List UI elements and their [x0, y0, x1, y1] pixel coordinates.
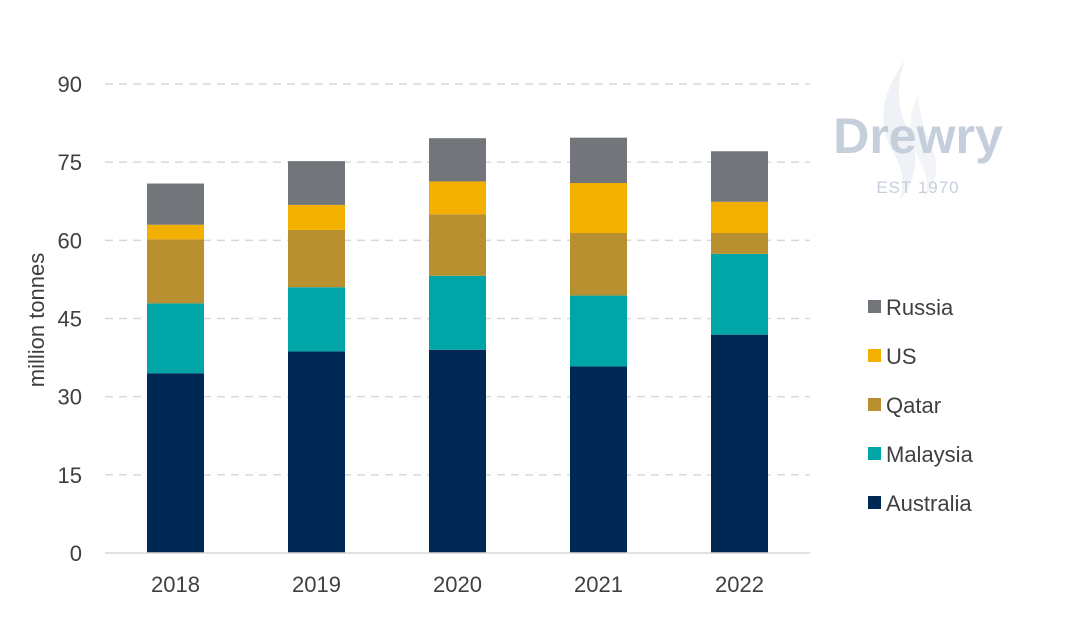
- bar-segment-qatar-2018: [147, 239, 204, 304]
- x-tick-label: 2020: [433, 572, 482, 597]
- logo-flame-icon-inner: [910, 95, 937, 198]
- bar-segment-malaysia-2020: [429, 275, 486, 350]
- bar-segment-us-2022: [711, 201, 768, 234]
- x-tick-label: 2022: [715, 572, 764, 597]
- bar-segment-us-2020: [429, 181, 486, 215]
- bar-segment-qatar-2022: [711, 233, 768, 254]
- y-tick-label: 90: [58, 72, 82, 97]
- bar-segment-russia-2021: [570, 137, 627, 184]
- legend-label-qatar: Qatar: [886, 393, 941, 418]
- logo-flame-icon: [883, 60, 916, 200]
- bar-segment-australia-2020: [429, 349, 486, 553]
- legend-swatch-russia: [868, 300, 881, 313]
- legend-swatch-qatar: [868, 398, 881, 411]
- y-tick-label: 30: [58, 385, 82, 410]
- legend-swatch-us: [868, 349, 881, 362]
- bar-segment-us-2021: [570, 183, 627, 234]
- x-tick-label: 2019: [292, 572, 341, 597]
- bar-segment-australia-2021: [570, 366, 627, 553]
- drewry-logo: Drewry EST 1970: [833, 60, 1003, 200]
- bar-segment-malaysia-2021: [570, 295, 627, 367]
- bar-segment-russia-2020: [429, 138, 486, 182]
- legend-swatch-malaysia: [868, 447, 881, 460]
- legend: Russia US Qatar Malaysia Australia: [868, 295, 974, 516]
- logo-wordmark: Drewry: [833, 108, 1003, 164]
- legend-label-malaysia: Malaysia: [886, 442, 974, 467]
- legend-label-australia: Australia: [886, 491, 972, 516]
- legend-label-us: US: [886, 344, 917, 369]
- bar-segment-qatar-2021: [570, 233, 627, 296]
- y-axis-label: million tonnes: [24, 253, 49, 388]
- bar-segment-russia-2018: [147, 183, 204, 225]
- bar-segment-malaysia-2022: [711, 253, 768, 335]
- bar-segment-australia-2022: [711, 334, 768, 553]
- legend-label-russia: Russia: [886, 295, 954, 320]
- bar-segment-us-2019: [288, 204, 345, 230]
- y-axis-ticks: 0 15 30 45 60 75 90: [58, 72, 82, 566]
- y-tick-label: 45: [58, 307, 82, 332]
- x-tick-label: 2018: [151, 572, 200, 597]
- bar-segment-qatar-2020: [429, 214, 486, 276]
- x-axis-ticks: 2018 2019 2020 2021 2022: [151, 572, 764, 597]
- logo-tagline: EST 1970: [876, 178, 959, 197]
- bars: [147, 137, 768, 553]
- bar-segment-us-2018: [147, 224, 204, 240]
- bar-segment-qatar-2019: [288, 229, 345, 288]
- bar-segment-russia-2022: [711, 151, 768, 202]
- bar-segment-australia-2019: [288, 351, 345, 553]
- y-tick-label: 0: [70, 541, 82, 566]
- bar-segment-russia-2019: [288, 161, 345, 205]
- y-tick-label: 60: [58, 228, 82, 253]
- legend-swatch-australia: [868, 496, 881, 509]
- y-tick-label: 75: [58, 150, 82, 175]
- bar-segment-malaysia-2018: [147, 303, 204, 374]
- bar-segment-malaysia-2019: [288, 287, 345, 352]
- bar-segment-australia-2018: [147, 373, 204, 553]
- y-tick-label: 15: [58, 463, 82, 488]
- x-tick-label: 2021: [574, 572, 623, 597]
